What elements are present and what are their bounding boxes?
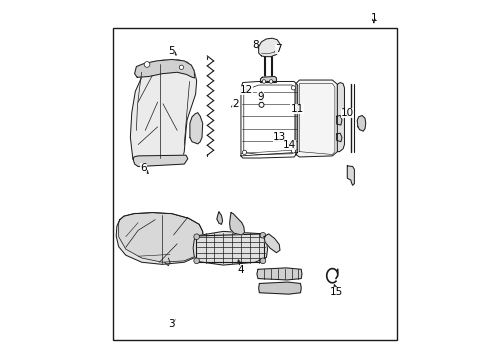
Polygon shape <box>336 133 341 142</box>
Circle shape <box>259 102 264 107</box>
Circle shape <box>269 80 272 83</box>
Polygon shape <box>346 166 354 185</box>
Circle shape <box>193 234 199 239</box>
Polygon shape <box>229 213 244 235</box>
Text: 4: 4 <box>237 265 244 275</box>
Polygon shape <box>356 116 365 131</box>
Text: 9: 9 <box>257 92 263 102</box>
Polygon shape <box>264 234 279 253</box>
Polygon shape <box>336 116 341 125</box>
Circle shape <box>242 87 246 92</box>
Polygon shape <box>295 80 337 157</box>
Polygon shape <box>337 82 344 152</box>
Polygon shape <box>258 282 301 294</box>
Text: 12: 12 <box>239 85 252 95</box>
Polygon shape <box>258 38 279 57</box>
Bar <box>113 28 396 339</box>
Text: 14: 14 <box>283 140 296 149</box>
Polygon shape <box>133 155 187 167</box>
Polygon shape <box>189 113 202 144</box>
Polygon shape <box>119 213 202 262</box>
Circle shape <box>193 258 199 264</box>
Text: 8: 8 <box>251 40 258 50</box>
Circle shape <box>144 62 149 67</box>
Text: 5: 5 <box>168 46 175 56</box>
Text: 7: 7 <box>274 44 281 54</box>
Polygon shape <box>130 59 196 159</box>
Text: 6: 6 <box>140 163 146 172</box>
Polygon shape <box>134 59 195 78</box>
Text: 2: 2 <box>232 99 239 109</box>
Text: 1: 1 <box>370 13 376 23</box>
Polygon shape <box>256 268 301 280</box>
Circle shape <box>179 65 183 69</box>
Circle shape <box>291 149 295 153</box>
Polygon shape <box>193 231 267 265</box>
Circle shape <box>242 150 246 154</box>
Polygon shape <box>260 77 276 82</box>
Polygon shape <box>216 212 222 224</box>
Text: 3: 3 <box>168 319 175 329</box>
Circle shape <box>260 233 265 238</box>
Circle shape <box>291 86 295 90</box>
Text: 10: 10 <box>340 108 353 118</box>
Polygon shape <box>116 213 203 264</box>
Text: 13: 13 <box>272 132 285 143</box>
Text: 11: 11 <box>290 104 303 114</box>
Circle shape <box>260 258 265 264</box>
Text: 15: 15 <box>329 287 343 297</box>
Circle shape <box>262 80 265 83</box>
